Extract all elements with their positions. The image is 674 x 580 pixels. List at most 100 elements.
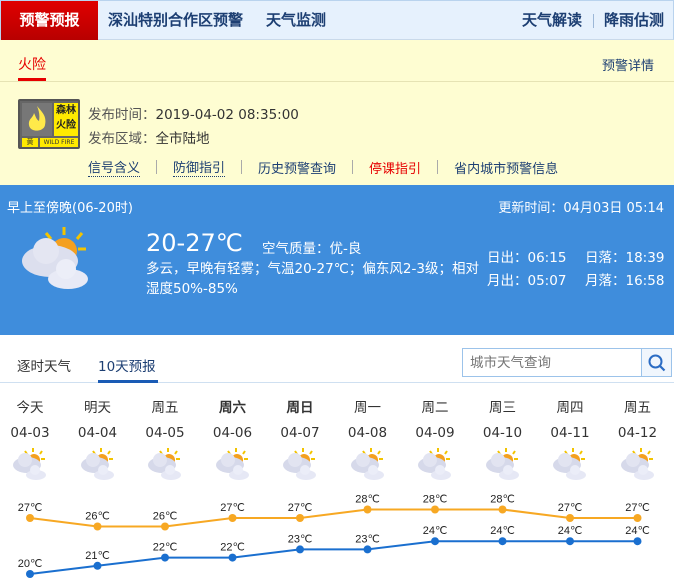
nav-weather-monitor[interactable]: 天气监测	[266, 11, 327, 29]
class-suspension-link[interactable]: 停课指引	[369, 161, 422, 177]
high-temp-line	[29, 508, 638, 528]
high-temp-point	[566, 514, 574, 522]
issue-time-value: 2019-04-02 08:35:00	[155, 107, 299, 123]
divider	[241, 160, 243, 174]
high-temp-point	[93, 522, 102, 531]
day-date: 04-12	[617, 425, 658, 441]
high-temp-point	[296, 514, 304, 522]
high-temp-label: 28℃	[355, 494, 380, 506]
issue-area: 发布区域：全市陆地	[88, 127, 210, 147]
high-temp-label: 27℃	[220, 502, 245, 514]
low-temp-label: 24℃	[423, 525, 448, 537]
low-temp-point	[498, 537, 507, 546]
warning-detail-link[interactable]: 预警详情	[601, 59, 654, 74]
low-temp-label: 24℃	[558, 525, 583, 537]
day-date: 04-11	[550, 425, 590, 441]
day-date: 04-06	[212, 425, 253, 441]
active-tab-underline	[98, 380, 158, 383]
partly-cloudy-icon	[484, 446, 522, 486]
low-temp-point	[633, 537, 642, 546]
low-temp-point	[566, 537, 574, 546]
low-temp-label: 22℃	[220, 542, 245, 554]
low-temp-point	[431, 537, 439, 546]
divider	[352, 160, 354, 174]
low-temp-label: 23℃	[288, 533, 313, 545]
high-temp-label: 27℃	[18, 502, 43, 514]
city-search	[462, 348, 672, 377]
signal-meaning-link[interactable]: 信号含义	[88, 157, 141, 177]
fire-warning-badge: 森林火险 黄 WILD FIRE	[18, 99, 80, 149]
day-date: 04-07	[280, 425, 320, 441]
partly-cloudy-icon	[551, 446, 589, 486]
low-temp-label: 21℃	[85, 550, 110, 562]
moonset: 月落：16:58	[585, 273, 665, 289]
search-button[interactable]	[641, 349, 671, 376]
high-temp-label: 27℃	[288, 502, 313, 514]
forecast-tabs: 逐时天气 10天预报	[0, 345, 674, 383]
warning-links: 信号含义 防御指引 历史预警查询 停课指引 省内城市预警信息	[88, 157, 558, 177]
divider	[0, 81, 674, 82]
tab-hourly[interactable]: 逐时天气	[17, 359, 71, 375]
day-name: 周三	[489, 400, 516, 416]
day-name: 周一	[354, 400, 381, 416]
day-date: 04-04	[77, 425, 118, 441]
high-temp-label: 26℃	[85, 511, 110, 523]
low-temp-point	[363, 545, 372, 554]
history-query-link[interactable]: 历史预警查询	[258, 161, 337, 177]
low-temp-label: 23℃	[355, 533, 380, 545]
high-temp-point	[431, 505, 439, 514]
badge-en-label: WILD FIRE	[40, 138, 78, 147]
high-temp-label: 26℃	[153, 511, 178, 523]
partly-cloudy-icon	[619, 446, 657, 486]
day-name: 周二	[421, 400, 449, 416]
partly-cloudy-icon	[16, 223, 96, 299]
update-time: 更新时间：04月03日 05:14	[498, 201, 664, 216]
nav-weather-interpret[interactable]: 天气解读	[522, 11, 583, 29]
partly-cloudy-icon	[214, 446, 252, 486]
current-weather-panel: 早上至傍晚(06-20时) 更新时间：04月03日 05:14 20-27℃ 空…	[0, 185, 674, 335]
tab-fire-risk[interactable]: 火险	[18, 57, 46, 73]
day-date: 04-03	[10, 425, 50, 441]
partly-cloudy-icon	[416, 446, 454, 486]
defense-guide-link[interactable]: 防御指引	[173, 157, 226, 177]
city-search-input[interactable]	[463, 349, 641, 376]
tab-underline	[18, 78, 46, 81]
search-icon	[648, 354, 665, 371]
issue-area-label: 发布区域：	[88, 131, 156, 147]
forecast-period: 早上至傍晚(06-20时)	[7, 201, 133, 216]
sunrise: 日出：06:15	[487, 250, 567, 266]
low-temp-point	[26, 570, 34, 578]
low-temp-point	[161, 553, 169, 562]
flame-icon	[22, 103, 52, 136]
low-temp-label: 22℃	[153, 542, 178, 554]
temperature-chart: 27℃ 26℃ 26℃ 27℃ 27℃ 28℃ 28℃ 28℃ 27℃ 27℃ 20℃ 21℃ 22℃ 2…	[18, 494, 650, 578]
day-name: 今天	[16, 400, 44, 416]
divider	[437, 160, 439, 174]
nav-rain-estimate[interactable]: 降雨估测	[604, 11, 665, 29]
badge-cn-label: 森林火险	[54, 103, 78, 136]
day-date: 04-09	[415, 425, 455, 441]
low-temp-label: 24℃	[490, 525, 515, 537]
low-temp-line	[29, 540, 638, 575]
nav-divider	[593, 14, 594, 28]
low-temp-label: 20℃	[18, 558, 43, 570]
low-temp-point	[228, 553, 237, 562]
high-temp-point	[363, 505, 372, 514]
day-name: 周六	[219, 400, 246, 416]
high-temp-label: 27℃	[625, 502, 650, 514]
partly-cloudy-icon	[79, 446, 117, 486]
moonrise: 月出：05:07	[487, 273, 567, 289]
high-temp-point	[161, 522, 169, 531]
air-quality: 空气质量：优-良	[262, 241, 362, 257]
day-date: 04-05	[145, 425, 185, 441]
high-temp-point	[633, 514, 642, 522]
nav-shenshan-warning[interactable]: 深汕特别合作区预警	[108, 11, 244, 29]
tab-10day[interactable]: 10天预报	[98, 359, 156, 375]
low-temp-label: 24℃	[625, 525, 650, 537]
nav-warning-forecast[interactable]: 预警预报	[1, 1, 98, 40]
divider	[156, 160, 158, 174]
province-warning-link[interactable]: 省内城市预警信息	[454, 161, 559, 177]
temperature-range: 20-27℃	[146, 229, 243, 257]
top-nav: 预警预报 深汕特别合作区预警 天气监测 天气解读 降雨估测	[0, 0, 674, 40]
partly-cloudy-icon	[11, 446, 49, 486]
